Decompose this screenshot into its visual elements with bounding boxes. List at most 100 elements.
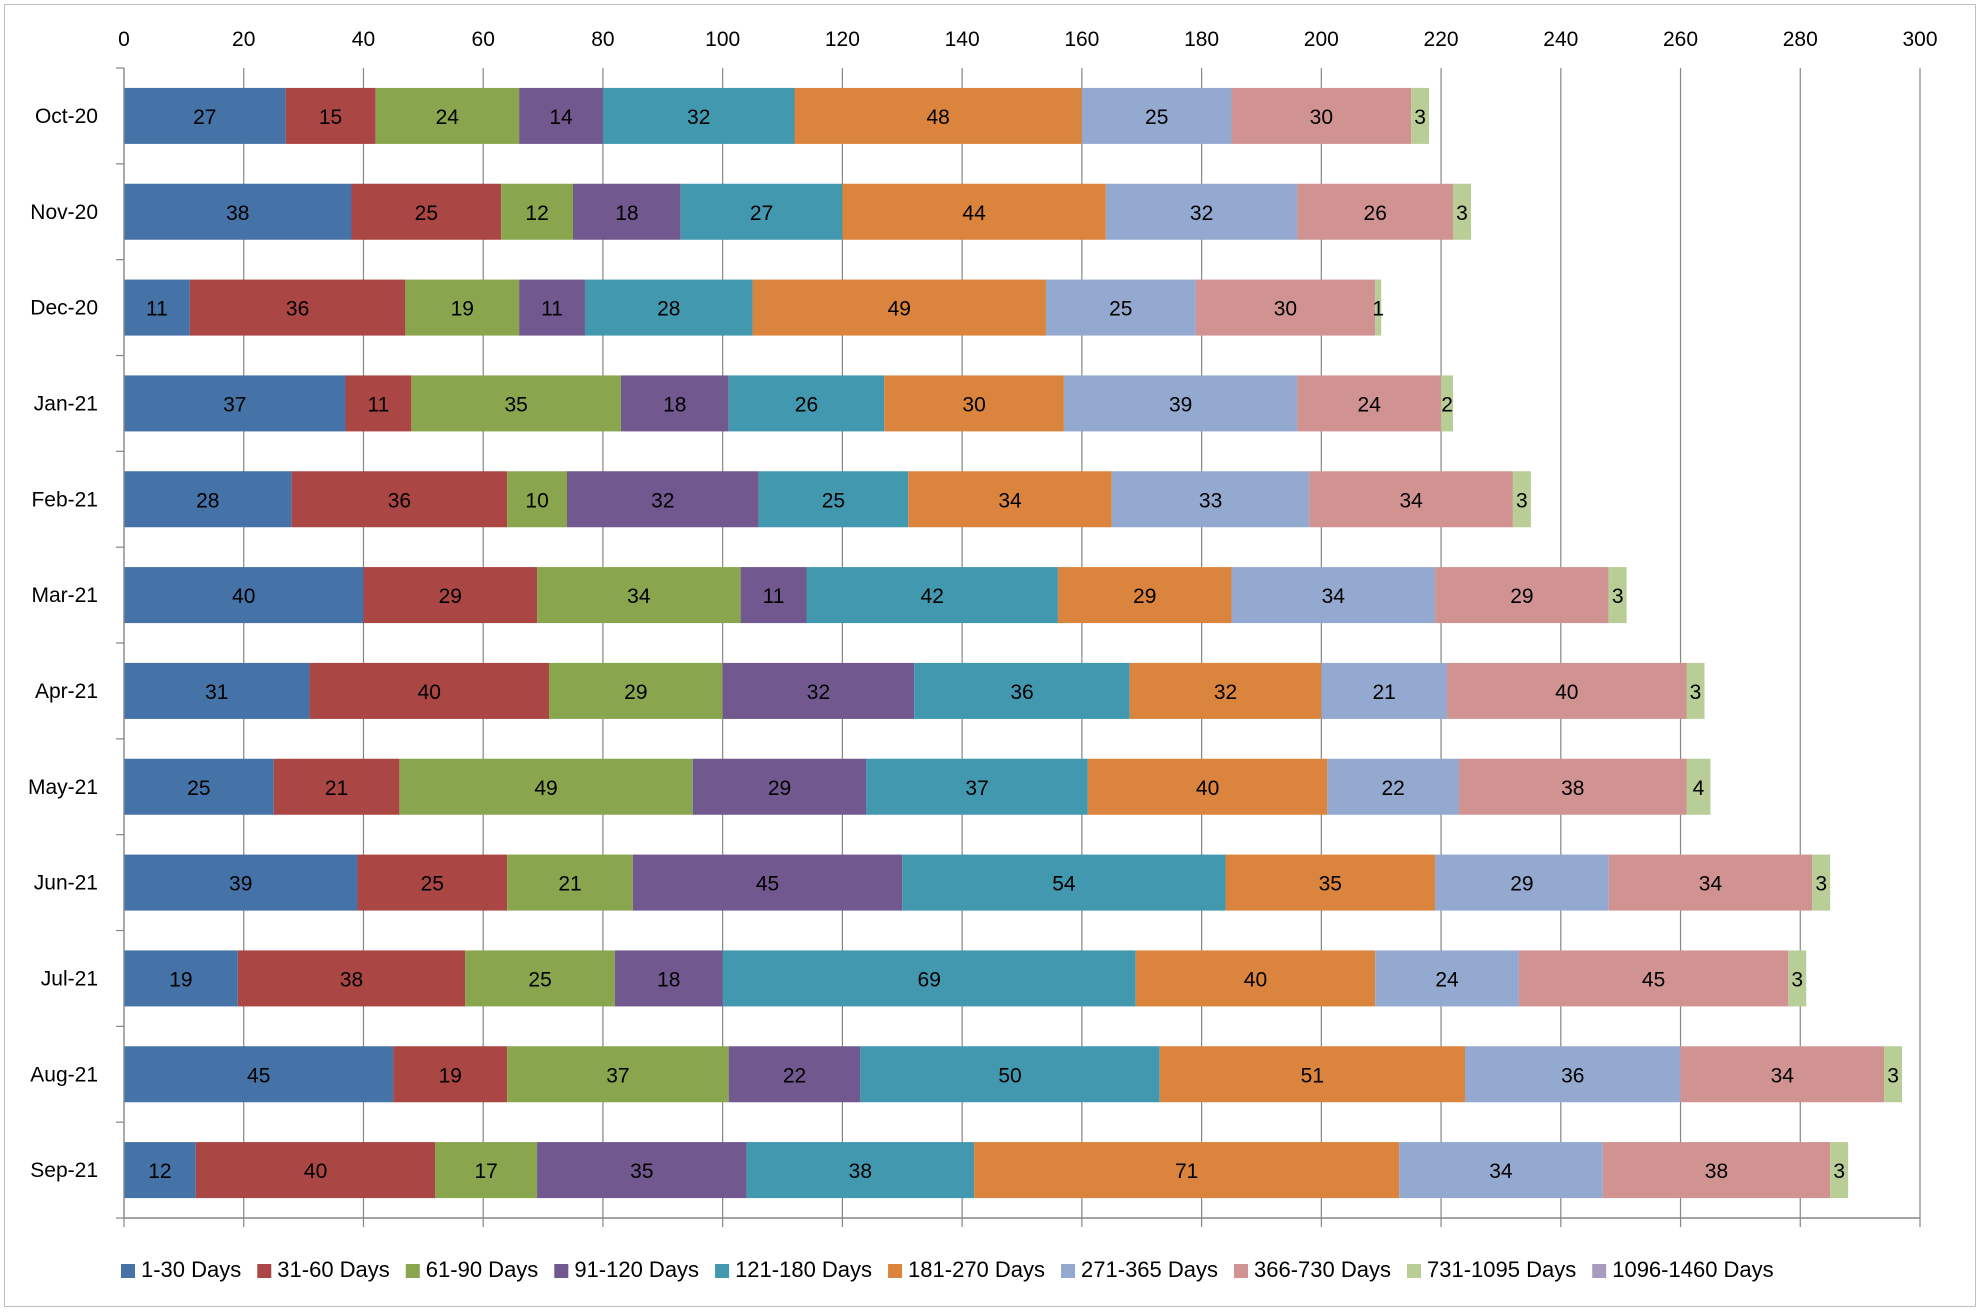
bar-segment xyxy=(1159,1046,1466,1103)
category-label: Sep-21 xyxy=(30,1159,98,1182)
bar-value-label: 3 xyxy=(1833,1160,1845,1183)
bar-segment xyxy=(549,662,723,719)
bar-value-label: 35 xyxy=(630,1160,653,1183)
bar-segment xyxy=(1297,375,1442,432)
bar-value-label: 45 xyxy=(1642,968,1665,991)
bar-segment xyxy=(519,279,585,336)
bar-segment xyxy=(1045,279,1196,336)
bar-value-label: 15 xyxy=(319,106,342,129)
bar-value-label: 14 xyxy=(549,106,573,129)
bar-segment xyxy=(237,950,466,1007)
category-label: Mar-21 xyxy=(31,584,98,607)
bar-segment xyxy=(507,1046,729,1103)
category-label: Oct-20 xyxy=(35,105,98,128)
x-tick-label: 220 xyxy=(1424,28,1459,51)
bar-value-label: 69 xyxy=(918,968,941,991)
bar-segment xyxy=(866,758,1088,815)
bar-segment xyxy=(908,471,1112,528)
category-label: Aug-21 xyxy=(30,1063,98,1086)
bar-value-label: 22 xyxy=(1381,777,1404,800)
bar-segment xyxy=(806,567,1058,624)
bar-segment xyxy=(1225,854,1436,911)
bar-value-label: 3 xyxy=(1516,489,1528,512)
bar-value-label: 36 xyxy=(388,489,411,512)
legend-swatch xyxy=(1592,1264,1607,1278)
bar-segment xyxy=(1447,662,1687,719)
bar-value-label: 35 xyxy=(1319,873,1342,896)
bar-value-label: 39 xyxy=(1169,393,1192,416)
bar-segment xyxy=(405,279,520,336)
bar-segment xyxy=(1081,87,1232,144)
bar-value-label: 36 xyxy=(1010,681,1033,704)
axes: 0 20 40 60 80 100 120 140 160 180 200 220 240 260 280 3… xyxy=(28,28,1938,1227)
category-label: Nov-20 xyxy=(30,201,98,224)
bar-value-label: 21 xyxy=(1373,681,1396,704)
bar-value-label: 25 xyxy=(415,202,438,225)
bar-segment xyxy=(680,183,843,240)
bar-segment xyxy=(567,471,759,528)
bar-value-label: 40 xyxy=(418,681,441,704)
bar-segment xyxy=(1453,183,1471,240)
bar-segment xyxy=(465,950,615,1007)
bar-value-label: 34 xyxy=(1322,585,1346,608)
bar-segment xyxy=(632,854,903,911)
gridlines xyxy=(243,68,1921,1218)
x-tick-label: 180 xyxy=(1184,28,1219,51)
bar-segment xyxy=(124,758,274,815)
bar-segment xyxy=(1129,662,1322,719)
bar-segment xyxy=(124,471,292,528)
bar-value-label: 38 xyxy=(226,202,249,225)
bar-segment xyxy=(620,375,729,432)
bar-segment xyxy=(1105,183,1298,240)
bar-segment xyxy=(124,375,346,432)
bar-segment xyxy=(507,854,633,911)
bar-value-label: 12 xyxy=(525,202,548,225)
bar-segment xyxy=(584,279,753,336)
bar-value-label: 10 xyxy=(525,489,548,512)
bar-segment xyxy=(728,1046,861,1103)
bar-value-label: 34 xyxy=(1699,873,1723,896)
bar-segment xyxy=(1788,950,1807,1007)
bar-value-label: 29 xyxy=(768,777,791,800)
bar-segment xyxy=(842,183,1106,240)
bar-value-label: 39 xyxy=(229,873,252,896)
bar-segment xyxy=(375,87,520,144)
bar-segment xyxy=(435,1142,538,1199)
bar-value-label: 17 xyxy=(475,1160,498,1183)
bar-value-label: 34 xyxy=(627,585,651,608)
bar-value-label: 24 xyxy=(1358,393,1382,416)
bar-segment xyxy=(602,87,795,144)
x-tick-label: 300 xyxy=(1902,28,1937,51)
legend-swatch xyxy=(405,1264,420,1278)
bar-segment xyxy=(573,183,681,240)
bar-segment xyxy=(1195,279,1376,336)
bar-value-label: 11 xyxy=(368,393,390,416)
bar-value-label: 45 xyxy=(756,873,779,896)
bar-segment xyxy=(1465,1046,1681,1103)
bar-segment xyxy=(692,758,867,815)
bar-value-label: 22 xyxy=(783,1064,806,1087)
bar-value-label: 51 xyxy=(1301,1064,1324,1087)
bar-value-label: 38 xyxy=(340,968,363,991)
bar-value-label: 21 xyxy=(325,777,348,800)
bar-value-label: 29 xyxy=(1510,873,1533,896)
bar-value-label: 38 xyxy=(1561,777,1584,800)
bar-value-label: 44 xyxy=(962,202,986,225)
bar-segment xyxy=(722,950,1136,1007)
bar-value-label: 28 xyxy=(196,489,219,512)
legend-label: 121-180 Days xyxy=(735,1257,872,1282)
bar-segment xyxy=(902,854,1226,911)
bar-value-label: 32 xyxy=(807,681,830,704)
x-tick-label: 160 xyxy=(1064,28,1099,51)
bar-segment xyxy=(1087,758,1328,815)
bar-value-label: 27 xyxy=(750,202,773,225)
bar-value-label: 48 xyxy=(927,106,950,129)
bar-segment xyxy=(752,279,1046,336)
bar-value-label: 34 xyxy=(998,489,1022,512)
bar-value-label: 11 xyxy=(763,585,785,608)
bar-segment xyxy=(411,375,621,432)
legend-label: 61-90 Days xyxy=(426,1257,539,1282)
x-tick-label: 120 xyxy=(825,28,860,51)
bar-segment xyxy=(1884,1046,1903,1103)
bar-value-label: 11 xyxy=(146,298,168,321)
